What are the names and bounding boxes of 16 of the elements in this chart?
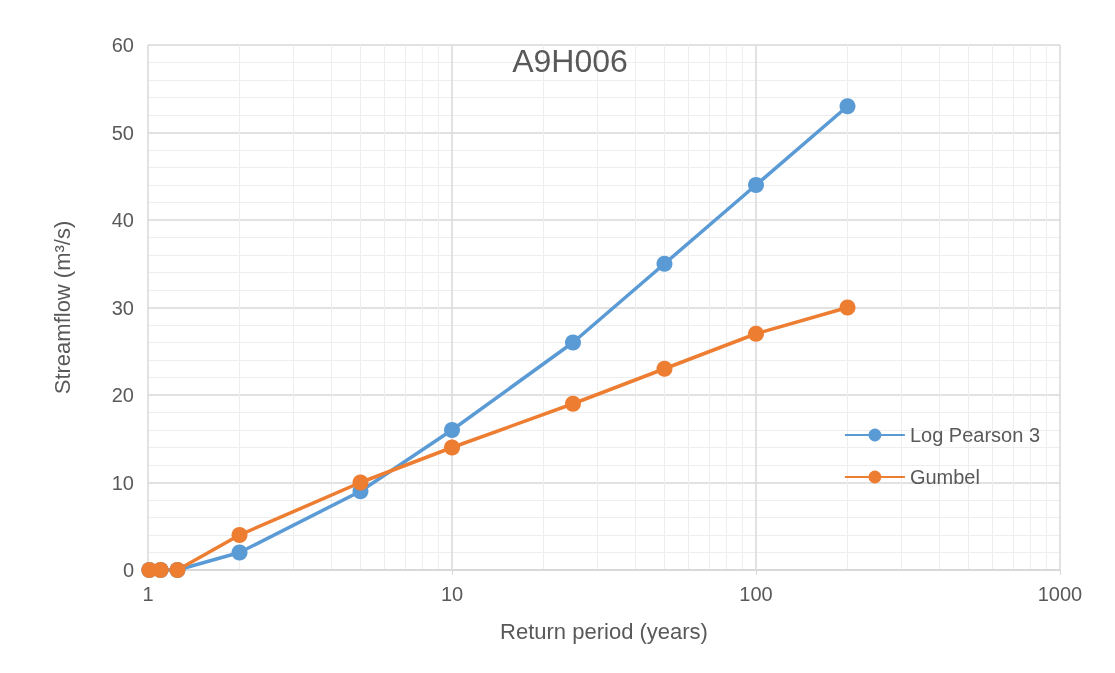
x-tick-label: 1 (142, 583, 154, 605)
legend-label: Log Pearson 3 (909, 424, 1041, 446)
x-tick-label: 1000 (1037, 583, 1083, 605)
y-tick-label: 20 (111, 384, 134, 406)
x-tick-label: 100 (739, 583, 773, 605)
y-tick-label: 50 (111, 121, 134, 144)
legend-label: Gumbel (909, 466, 980, 488)
y-tick-label: 10 (111, 471, 134, 494)
x-axis-title: Return period (years) (500, 618, 708, 644)
x-tick-label: 10 (440, 583, 464, 605)
y-axis-title: Streamflow (m³/s) (49, 220, 75, 395)
y-tick-label: 30 (111, 296, 134, 319)
y-tick-label: 0 (122, 559, 134, 581)
y-tick-label: 60 (111, 34, 134, 56)
chart-title: A9H006 (512, 43, 628, 79)
y-tick-label: 40 (111, 209, 134, 231)
